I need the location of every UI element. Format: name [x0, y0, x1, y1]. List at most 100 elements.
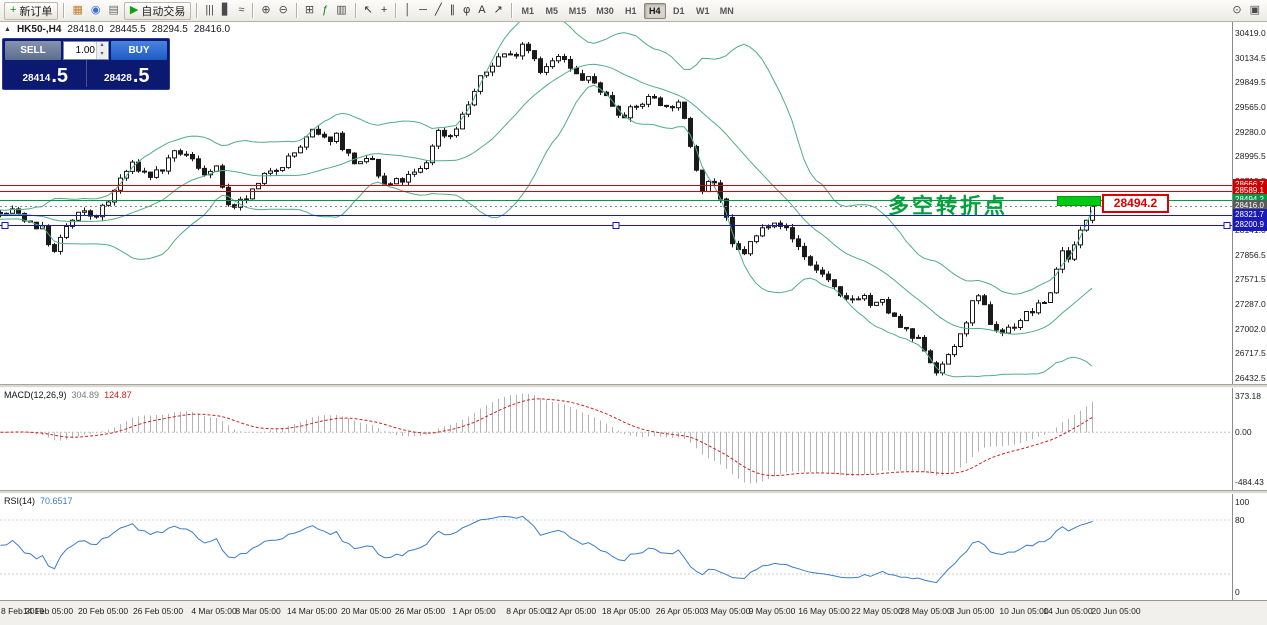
rsi-axis-label: 80: [1235, 515, 1245, 525]
data-window-button[interactable]: ▤: [105, 2, 121, 20]
lot-increase-icon[interactable]: ▴: [97, 42, 107, 51]
bar-open: 28418.0: [67, 24, 104, 35]
symbol-name: HK50-,H4: [16, 24, 62, 35]
bar-chart-icon: |||: [205, 4, 214, 16]
sell-price[interactable]: 28414 .5: [5, 60, 87, 87]
time-axis-label: 14 Feb 05:00: [22, 606, 74, 616]
price-axis-label: 27571.5: [1235, 274, 1266, 285]
bar-close: 28416.0: [193, 24, 231, 35]
macd-label: MACD(12,26,9) 304.89 124.87: [4, 390, 132, 400]
new-order-button[interactable]: + 新订单: [4, 1, 59, 20]
rsi-pane[interactable]: 100 80 0 RSI(14) 70.6517: [0, 494, 1267, 600]
crosshair-button[interactable]: +: [378, 2, 390, 20]
price-axis-label: 26717.5: [1235, 348, 1266, 359]
buy-button[interactable]: BUY: [111, 41, 167, 60]
lot-decrease-icon[interactable]: ▾: [97, 50, 107, 59]
cursor-button[interactable]: ↖: [361, 2, 376, 20]
chart-window-icon: ▦: [72, 4, 83, 16]
time-axis-label: 4 Mar 05:00: [191, 606, 237, 616]
price-axis[interactable]: 30419.0 30134.5 29849.5 29565.0 29280.0 28995…: [1232, 22, 1267, 384]
templates-icon: ▥: [336, 4, 347, 16]
templates-button[interactable]: ▥: [333, 2, 349, 20]
zoom-out-button[interactable]: ⊖: [276, 2, 291, 20]
time-axis-label: 12 Apr 05:00: [547, 606, 597, 616]
chart-window-button[interactable]: ▦: [69, 2, 85, 20]
timeframe-button-m1[interactable]: M1: [521, 5, 535, 16]
timeframe-button-w1[interactable]: W1: [696, 5, 710, 16]
pane-splitter[interactable]: [0, 384, 1267, 388]
print-button[interactable]: ▣: [1247, 2, 1263, 20]
trendline-button[interactable]: ╱: [432, 2, 445, 20]
time-axis-label: 14 Jun 05:00: [1043, 606, 1093, 616]
timeframe-button-m30[interactable]: M30: [596, 5, 614, 16]
time-axis-label: 9 May 05:00: [748, 606, 796, 616]
turning-point-annotation[interactable]: 多空转折点: [888, 195, 1008, 218]
highlight-marker[interactable]: [1057, 196, 1101, 206]
time-axis-label: 8 Mar 05:00: [235, 606, 281, 616]
time-axis-label: 1 Apr 05:00: [452, 606, 496, 616]
search-icon: ⊙: [1232, 4, 1242, 16]
macd-pane[interactable]: 373.18 0.00 -484.43 MACD(12,26,9) 304.89…: [0, 388, 1267, 490]
timeframe-button-m5[interactable]: M5: [545, 5, 559, 16]
lot-size-input[interactable]: [64, 42, 96, 59]
price-axis-label: 29280.0: [1235, 126, 1266, 137]
market-watch-button[interactable]: ◉: [88, 2, 104, 20]
sell-button[interactable]: SELL: [5, 41, 61, 60]
channel-button[interactable]: ∥: [447, 2, 459, 20]
horizontal-line-icon: ─: [419, 4, 427, 16]
timeframe-button-d1[interactable]: D1: [673, 5, 685, 16]
lot-size-field: ▴ ▾: [63, 41, 109, 60]
buy-price-fraction: .5: [132, 65, 150, 87]
fibonacci-button[interactable]: φ: [460, 2, 473, 20]
candlestick-chart-button[interactable]: ▋: [219, 2, 233, 20]
bar-chart-button[interactable]: |||: [202, 2, 217, 20]
fibonacci-icon: φ: [463, 4, 471, 16]
time-axis-label: 18 Apr 05:00: [601, 606, 651, 616]
zoom-in-button[interactable]: ⊕: [258, 2, 273, 20]
main-chart-pane[interactable]: 30419.0 30134.5 29849.5 29565.0 29280.0 28995…: [0, 22, 1267, 384]
arrow-tool-button[interactable]: ↗: [491, 2, 506, 20]
time-axis-label: 16 May 05:00: [798, 606, 850, 616]
autotrading-button[interactable]: ▶ 自动交易: [123, 1, 192, 20]
toolbar-left-group: + 新订单 ▦ ◉ ▤ ▶ 自动交易 ||| ▋ ≈ ⊕ ⊖ ⊞ ƒ ▥ ↖ + │ ─ ╱ ∥ φ A ↗ M1 M5 M15 M3…: [3, 1, 1228, 20]
macd-axis: 373.18 0.00 -484.43: [1232, 388, 1267, 490]
candlestick-chart[interactable]: [0, 22, 1232, 384]
buy-price[interactable]: 28428 .5: [87, 60, 168, 87]
one-click-panel-toggle-icon[interactable]: ▲: [4, 26, 11, 33]
text-tool-button[interactable]: A: [475, 2, 488, 20]
timeframe-button-h1[interactable]: H1: [625, 5, 637, 16]
price-axis-label: 30134.5: [1235, 52, 1266, 63]
indicators-icon: ƒ: [322, 4, 329, 16]
rsi-label: RSI(14) 70.6517: [4, 496, 73, 506]
timeframe-button-mn[interactable]: MN: [719, 5, 734, 16]
timeframe-button-h4[interactable]: H4: [643, 2, 666, 19]
horizontal-line-button[interactable]: ─: [416, 2, 430, 20]
time-axis-label: 26 Apr 05:00: [655, 606, 705, 616]
pane-splitter[interactable]: [0, 490, 1267, 494]
tile-windows-button[interactable]: ⊞: [302, 2, 317, 20]
time-axis-label: 10 Jun 05:00: [999, 606, 1049, 616]
timeframe-button-m15[interactable]: M15: [568, 5, 587, 16]
indicators-button[interactable]: ƒ: [319, 2, 331, 20]
macd-name: MACD(12,26,9): [4, 390, 67, 400]
new-order-icon: +: [10, 4, 17, 16]
channel-icon: ∥: [449, 4, 456, 16]
search-button[interactable]: ⊙: [1229, 2, 1244, 20]
sell-price-fraction: .5: [51, 65, 68, 87]
trendline-icon: ╱: [434, 4, 442, 16]
time-axis[interactable]: 8 Feb 2019 14 Feb 05:00 20 Feb 05:00 26 Feb…: [0, 600, 1267, 625]
vertical-line-button[interactable]: │: [401, 2, 414, 20]
zoom-out-icon: ⊖: [278, 4, 288, 16]
price-axis-label: 29565.0: [1235, 101, 1266, 112]
line-chart-button[interactable]: ≈: [235, 2, 247, 20]
price-axis-label: 27002.0: [1235, 323, 1266, 334]
price-axis-label: 28995.5: [1235, 151, 1266, 162]
cursor-icon: ↖: [363, 4, 373, 16]
rsi-name: RSI(14): [4, 496, 36, 506]
toolbar: + 新订单 ▦ ◉ ▤ ▶ 自动交易 ||| ▋ ≈ ⊕ ⊖ ⊞ ƒ ▥ ↖ + │ ─ ╱ ∥ φ A ↗ M1 M5 M15 M3…: [0, 0, 1267, 22]
toolbar-separator: [252, 3, 254, 18]
price-flag-box[interactable]: 28494.2: [1102, 194, 1169, 213]
rsi-axis-label: 100: [1235, 497, 1250, 507]
time-axis-label: 20 Jun 05:00: [1091, 606, 1141, 616]
